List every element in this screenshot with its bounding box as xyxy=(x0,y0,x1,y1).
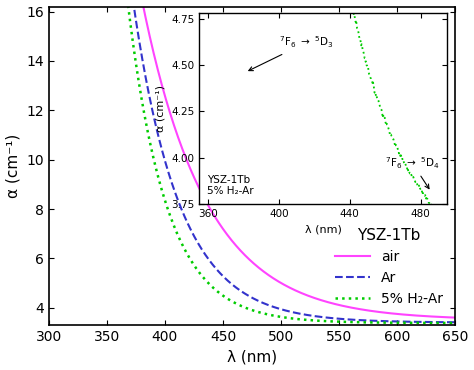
Ar xyxy=(225,279,231,283)
air xyxy=(325,300,331,305)
5% H₂-Ar xyxy=(225,297,231,301)
air xyxy=(370,309,376,313)
Line: Ar: Ar xyxy=(49,0,455,322)
Ar xyxy=(452,320,458,324)
5% H₂-Ar xyxy=(363,320,369,324)
Ar xyxy=(325,316,331,320)
Ar xyxy=(210,263,216,268)
5% H₂-Ar xyxy=(325,319,331,323)
Legend: air, Ar, 5% H₂-Ar: air, Ar, 5% H₂-Ar xyxy=(329,223,448,312)
air xyxy=(210,212,216,216)
air xyxy=(363,308,369,312)
5% H₂-Ar xyxy=(370,320,376,325)
Ar xyxy=(363,318,369,323)
Ar xyxy=(370,319,376,323)
Y-axis label: α (cm⁻¹): α (cm⁻¹) xyxy=(6,134,20,198)
air xyxy=(225,233,231,238)
Line: air: air xyxy=(49,0,455,317)
5% H₂-Ar xyxy=(452,321,458,325)
Line: 5% H₂-Ar: 5% H₂-Ar xyxy=(49,0,455,323)
5% H₂-Ar xyxy=(210,286,216,290)
X-axis label: λ (nm): λ (nm) xyxy=(227,349,277,364)
air xyxy=(452,315,458,320)
